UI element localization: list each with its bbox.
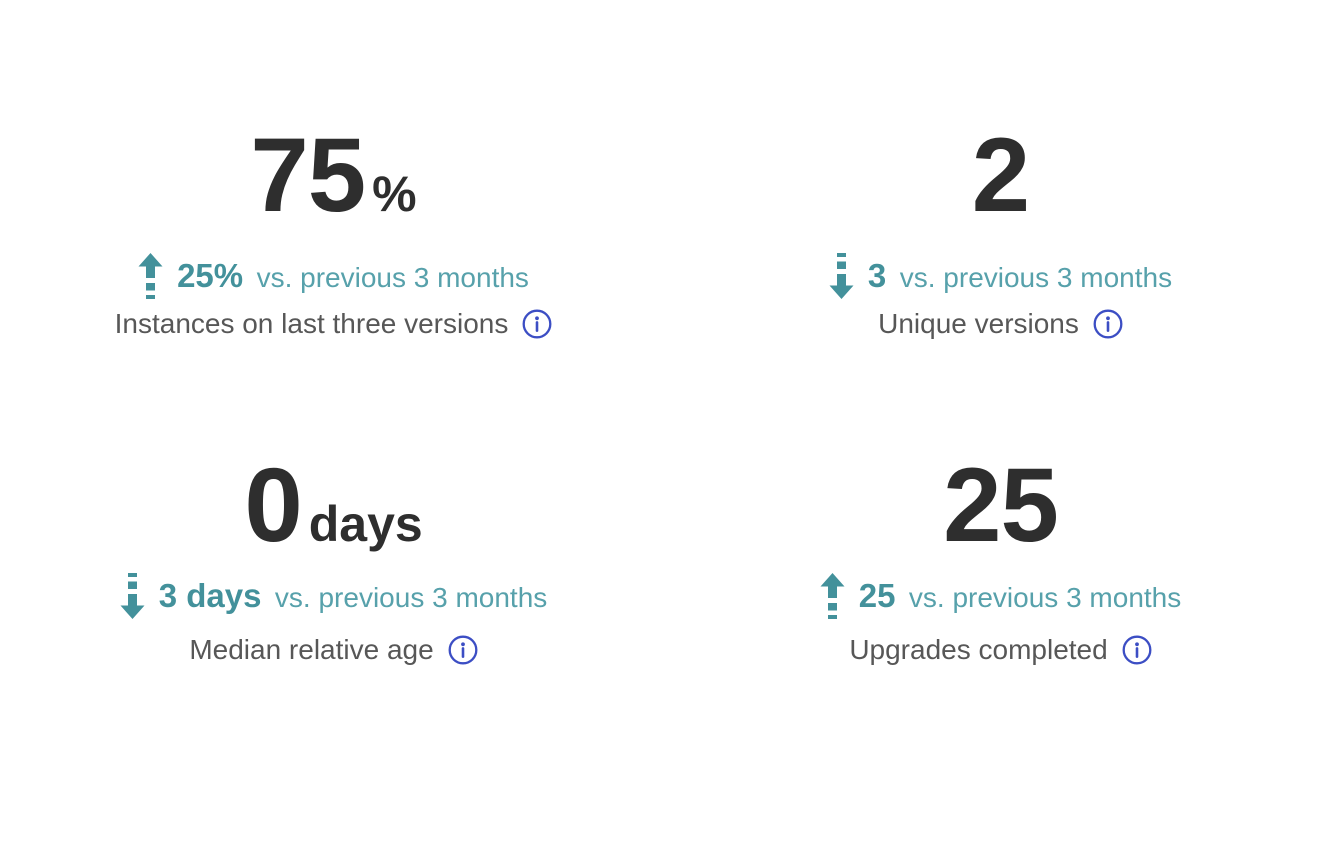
metric-label-line: Upgrades completed: [849, 634, 1152, 666]
metric-label-line: Median relative age: [189, 634, 478, 666]
trend-value: 25: [858, 577, 896, 614]
trend-text: 25% vs. previous 3 months: [177, 257, 529, 295]
trend-comparison-text: vs. previous 3 months: [899, 262, 1173, 293]
metric-card-median-relative-age: 0 days 3 days vs. previous 3 months Medi…: [0, 430, 667, 856]
metric-label-line: Unique versions: [878, 308, 1123, 340]
metric-label: Median relative age: [189, 634, 434, 665]
trend-comparison-text: vs. previous 3 months: [256, 262, 529, 293]
trend-text: 3 vs. previous 3 months: [868, 257, 1172, 295]
metric-trend: 25% vs. previous 3 months: [138, 253, 529, 299]
trend-value: 3 days: [158, 577, 262, 614]
metric-value-suffix: days: [308, 496, 423, 552]
trend-text: 25 vs. previous 3 months: [859, 577, 1182, 615]
metric-label: Unique versions: [878, 308, 1079, 339]
metric-card-upgrades-completed: 25 25 vs. previous 3 months Upgrades com…: [667, 430, 1334, 856]
metric-label: Instances on last three versions: [114, 308, 509, 339]
trend-down-arrow-icon: [120, 573, 145, 619]
metric-value-line: 0 days: [244, 453, 422, 558]
metric-label: Upgrades completed: [849, 634, 1108, 665]
metric-trend: 25 vs. previous 3 months: [820, 573, 1182, 619]
trend-up-arrow-icon: [138, 253, 163, 299]
metric-card-instances-on-last-three-versions: 75 % 25% vs. previous 3 months Instances…: [0, 0, 667, 430]
metric-label-line: Instances on last three versions: [115, 308, 553, 340]
trend-comparison-text: vs. previous 3 months: [908, 582, 1182, 613]
metric-card-unique-versions: 2 3 vs. previous 3 months Unique version…: [667, 0, 1334, 430]
metric-value: 75: [250, 117, 366, 234]
trend-text: 3 days vs. previous 3 months: [159, 577, 548, 615]
trend-up-arrow-icon: [820, 573, 845, 619]
info-icon[interactable]: [1122, 635, 1152, 665]
metric-value: 2: [971, 117, 1030, 234]
metric-value-line: 25: [943, 447, 1059, 564]
metric-value-line: 75 %: [250, 123, 416, 228]
metric-value: 25: [943, 447, 1059, 564]
metric-value-line: 2: [971, 117, 1030, 234]
trend-down-arrow-icon: [829, 253, 854, 299]
info-icon[interactable]: [448, 635, 478, 665]
metric-trend: 3 days vs. previous 3 months: [120, 573, 548, 619]
trend-comparison-text: vs. previous 3 months: [274, 582, 548, 613]
info-icon[interactable]: [522, 309, 552, 339]
info-icon[interactable]: [1093, 309, 1123, 339]
metric-trend: 3 vs. previous 3 months: [829, 253, 1172, 299]
trend-value: 25%: [177, 257, 244, 294]
trend-value: 3: [867, 257, 887, 294]
metric-value: 0: [244, 447, 302, 564]
metric-value-suffix: %: [372, 166, 417, 222]
